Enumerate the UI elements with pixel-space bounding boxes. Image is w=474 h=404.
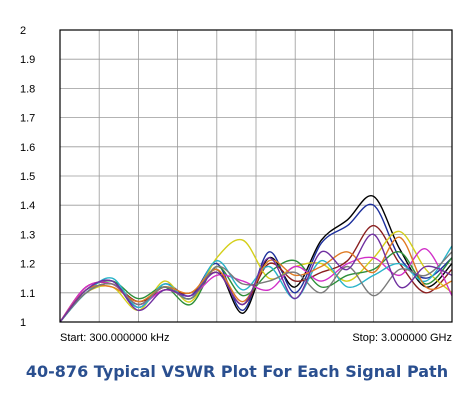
y-tick-label: 1.6 bbox=[20, 142, 35, 154]
start-frequency-label: Start: 300.000000 kHz bbox=[60, 332, 169, 344]
series-line-10 bbox=[59, 233, 453, 323]
y-tick-label: 1.7 bbox=[20, 113, 35, 125]
figure-caption: 40-876 Typical VSWR Plot For Each Signal… bbox=[25, 362, 449, 381]
y-tick-label: 1.4 bbox=[20, 200, 35, 212]
series-group bbox=[59, 195, 453, 323]
y-tick-label: 1.5 bbox=[20, 171, 35, 183]
y-tick-label: 2 bbox=[20, 25, 26, 37]
y-tick-label: 1.8 bbox=[20, 83, 35, 95]
plot-frame bbox=[59, 29, 453, 323]
y-tick-label: 1.1 bbox=[20, 288, 35, 300]
series-line-4 bbox=[59, 230, 453, 323]
series-line-7 bbox=[59, 245, 453, 323]
stop-frequency-label: Stop: 3.000000 GHz bbox=[352, 332, 452, 344]
series-line-9 bbox=[59, 251, 453, 323]
y-tick-label: 1.3 bbox=[20, 229, 35, 241]
y-tick-label: 1.9 bbox=[20, 54, 35, 66]
y-axis-ticks: 1 1.1 1.2 1.3 1.4 1.5 1.6 1.7 1.8 1.9 2 bbox=[20, 25, 35, 329]
y-tick-label: 1.2 bbox=[20, 259, 35, 271]
y-tick-label: 1 bbox=[20, 317, 26, 329]
chart-grid bbox=[60, 30, 452, 322]
